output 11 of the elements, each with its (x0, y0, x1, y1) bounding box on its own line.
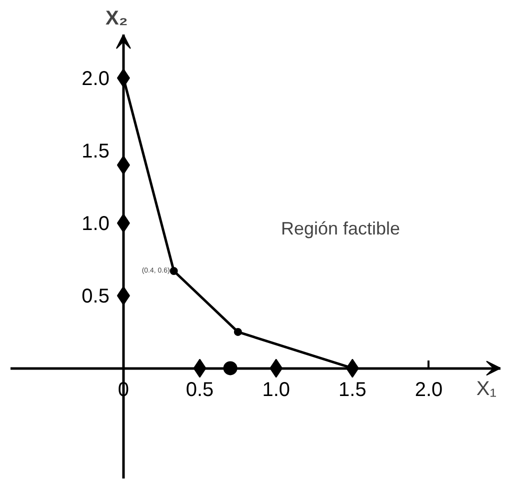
y-tick-label: 2.0 (82, 68, 110, 90)
x-axis-title: X₁ (476, 378, 497, 400)
x-tick-label: 1.0 (262, 379, 290, 402)
y-tick-label: 1.5 (82, 140, 110, 163)
y-axis-title: X₂ (106, 8, 128, 30)
y-tick-label: 1.0 (82, 213, 110, 236)
x-tick-label: 1.5 (338, 379, 366, 402)
x-tick-label: 0.5 (186, 379, 214, 402)
y-tick-label: 0.5 (82, 286, 110, 308)
annotation: Región factible (280, 218, 400, 238)
x-tick-label: 2.0 (414, 379, 443, 402)
